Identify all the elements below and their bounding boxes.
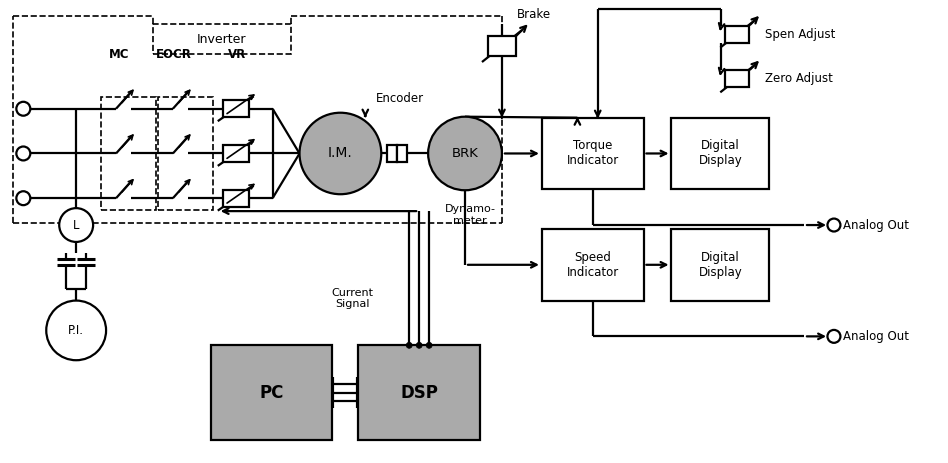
Text: Analog Out: Analog Out [843, 330, 909, 343]
Text: Current
Signal: Current Signal [332, 288, 374, 309]
Text: PC: PC [260, 383, 283, 401]
Text: L: L [73, 219, 80, 232]
Bar [101, 97, 155, 210]
Text: Digital
Display: Digital Display [699, 139, 742, 168]
Circle shape [46, 300, 106, 360]
Circle shape [300, 113, 381, 194]
Text: Digital
Display: Digital Display [699, 251, 742, 279]
Text: Speed
Indicator: Speed Indicator [567, 251, 619, 279]
Text: Zero Adjust: Zero Adjust [765, 72, 833, 85]
Circle shape [828, 219, 841, 232]
Circle shape [828, 330, 841, 343]
Circle shape [428, 117, 501, 190]
Circle shape [16, 146, 30, 160]
Text: I.M.: I.M. [328, 146, 353, 161]
Bar [358, 345, 480, 440]
Bar [671, 118, 769, 189]
Text: DSP: DSP [400, 383, 438, 401]
Bar [153, 24, 290, 54]
Bar [223, 145, 248, 162]
Text: MC: MC [109, 48, 129, 61]
Text: Dynamo-
meter: Dynamo- meter [445, 204, 496, 226]
Bar [542, 118, 644, 189]
Bar [210, 345, 333, 440]
Circle shape [59, 208, 93, 242]
Bar [725, 26, 749, 43]
Circle shape [406, 342, 412, 348]
Text: Brake: Brake [517, 8, 551, 21]
Circle shape [16, 191, 30, 205]
Bar [158, 97, 212, 210]
Text: BRK: BRK [451, 147, 479, 160]
Text: EOCR: EOCR [155, 48, 191, 61]
Bar [223, 100, 248, 117]
Bar [387, 144, 397, 163]
Text: Encoder: Encoder [376, 92, 425, 105]
Bar [725, 70, 749, 88]
Bar [397, 144, 408, 163]
Circle shape [416, 342, 422, 348]
Text: Torque
Indicator: Torque Indicator [567, 139, 619, 168]
Circle shape [16, 102, 30, 116]
Bar [542, 229, 644, 300]
Text: P.I.: P.I. [68, 324, 84, 337]
Bar [671, 229, 769, 300]
Circle shape [427, 342, 432, 348]
Text: Inverter: Inverter [197, 33, 246, 46]
Text: Analog Out: Analog Out [843, 219, 909, 232]
Text: Spen Adjust: Spen Adjust [765, 28, 835, 41]
Text: VR: VR [228, 48, 246, 61]
Bar [488, 36, 516, 56]
Bar [223, 190, 248, 206]
